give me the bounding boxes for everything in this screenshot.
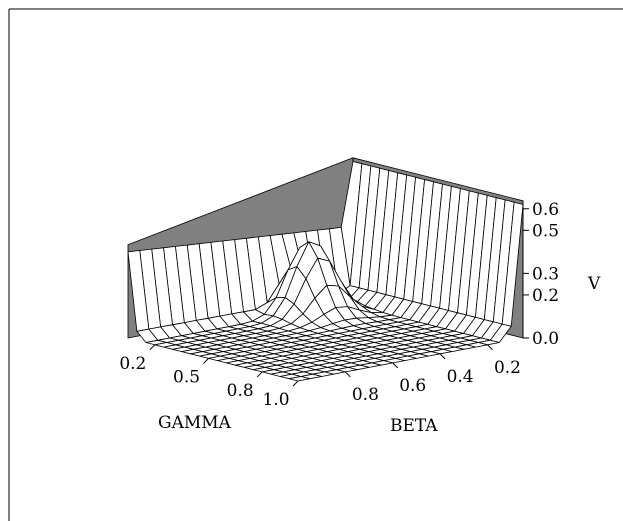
z-tick-label: 0.6 [532,200,559,220]
y-tick-label: 0.6 [399,376,426,396]
y-tick-mark [345,371,351,378]
y-tick-label: 0.2 [494,358,521,378]
y-tick-label: 0.4 [447,367,474,387]
z-tick-label: 0.5 [532,221,559,241]
x-tick-mark [292,380,299,387]
x-tick-label: 0.2 [119,354,146,374]
x-tick-mark [203,358,209,364]
z-tick-label: 0.2 [532,286,559,306]
z-tick-label: 0.3 [532,264,559,284]
y-tick-mark [487,344,493,351]
y-tick-mark [439,353,446,360]
z-axis-label: V [587,274,601,294]
x-tick-label: 0.5 [173,367,200,387]
z-tick-label: 0.0 [532,329,559,349]
x-tick-mark [149,344,156,351]
x-tick-label: 1.0 [262,390,289,410]
x-tick-label: 0.8 [227,381,254,401]
y-axis-label: BETA [390,416,438,436]
x-tick-mark [256,371,263,378]
x-axis-label: GAMMA [158,413,232,433]
y-tick-label: 0.8 [352,385,379,405]
y-tick-mark [392,362,399,369]
